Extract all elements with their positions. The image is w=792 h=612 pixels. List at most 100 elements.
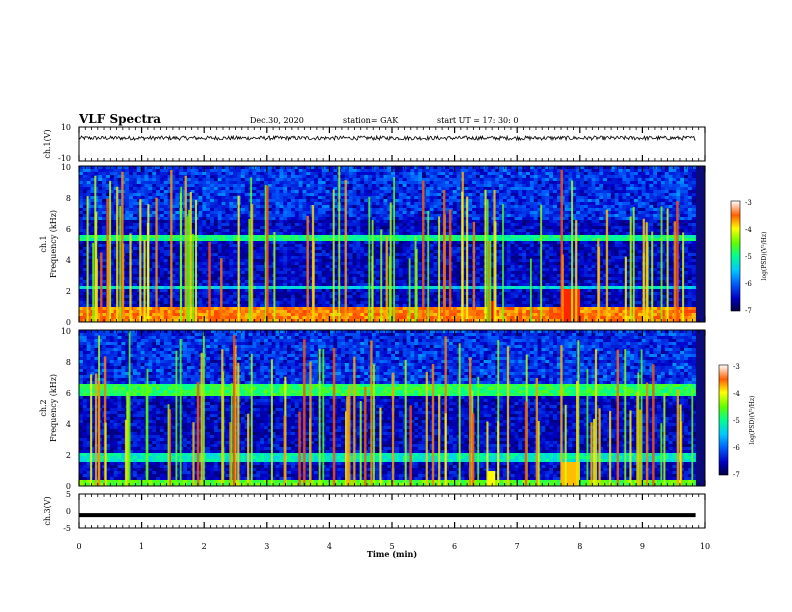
spectrogram-cell — [279, 205, 284, 209]
spectrogram-cell — [618, 247, 623, 251]
spectrogram-cell — [429, 226, 434, 230]
spectrogram-cell — [475, 181, 481, 185]
spectrogram-cell — [406, 232, 411, 236]
spectrogram-cell — [159, 193, 165, 197]
spectrogram-cell — [564, 187, 569, 191]
spectrogram-cell — [441, 175, 446, 179]
spectrogram-cell — [352, 199, 357, 203]
spectrogram-cell — [210, 169, 215, 173]
spectrogram-cell — [144, 217, 149, 221]
spectrogram-cell — [452, 181, 457, 185]
spectrogram-cell — [333, 223, 338, 227]
spectrogram-cell — [429, 190, 434, 194]
spectrogram-cell — [583, 184, 588, 188]
spectrogram-cell — [583, 220, 588, 224]
spectrogram-cell — [360, 220, 365, 224]
spectrogram-cell — [344, 202, 350, 206]
spectrogram-cell — [599, 229, 604, 233]
spectrogram-cell — [518, 235, 523, 239]
spectrogram-cell — [213, 211, 219, 215]
spectrogram-cell — [348, 235, 353, 239]
spectrogram-cell — [429, 223, 434, 227]
spectrogram-cell — [406, 187, 411, 191]
spectrogram-cell — [90, 181, 95, 185]
spectrogram-cell — [603, 214, 608, 218]
spectrogram-cell — [506, 244, 511, 248]
spectrogram-cell — [637, 175, 642, 179]
spectrogram-cell — [352, 244, 357, 248]
spectrogram-cell — [105, 187, 111, 191]
spectrogram-cell — [599, 256, 604, 260]
spectrogram-cell — [225, 187, 230, 191]
spectrogram-cell — [202, 178, 207, 182]
spectrogram-cell — [518, 193, 523, 197]
spectrogram-cell — [105, 172, 111, 176]
spectrogram-cell — [580, 226, 585, 230]
spectrogram-cell — [626, 205, 631, 209]
spectrogram-cell — [256, 190, 261, 194]
spectrogram-cell — [580, 196, 585, 200]
spectrogram-cell — [610, 193, 615, 197]
spectrogram-cell — [206, 187, 211, 191]
spectrogram-cell — [344, 241, 350, 245]
spectrogram-cell — [606, 184, 612, 188]
spectrogram-cell — [348, 250, 353, 254]
spectrogram-cell — [175, 175, 180, 179]
spectrogram-cell — [684, 247, 689, 251]
spectrogram-cell — [163, 259, 168, 263]
spectrogram-cell — [333, 247, 338, 251]
spectrogram-cell — [136, 244, 141, 248]
spectrogram-cell — [510, 169, 515, 173]
spectrogram-cell — [618, 232, 623, 236]
spectrogram-cell — [341, 166, 346, 170]
spectrogram-cell — [240, 211, 246, 215]
spectrogram-cell — [395, 253, 400, 257]
spectrogram-cell — [86, 226, 91, 230]
spectrogram-cell — [641, 190, 646, 194]
spectrogram-cell — [526, 217, 531, 221]
spectrogram-cell — [518, 196, 523, 200]
spectrogram-cell — [445, 181, 450, 185]
spectrogram-cell — [364, 181, 369, 185]
spectrogram-cell — [653, 220, 658, 224]
spectrogram-cell — [217, 241, 222, 245]
spectrogram-cell — [371, 220, 377, 224]
spectrogram-cell — [622, 190, 627, 194]
spectrogram-cell — [287, 202, 292, 206]
spectrogram-cell — [472, 202, 477, 206]
spectrogram-cell — [94, 175, 99, 179]
spectrogram-cell — [429, 244, 434, 248]
spectrogram-cell — [452, 202, 457, 206]
spectrogram-cell — [657, 256, 662, 260]
spectrogram-cell — [202, 253, 207, 257]
spectrogram-cell — [348, 190, 353, 194]
spectrogram-cell — [233, 193, 238, 197]
spectrogram-cell — [140, 259, 145, 263]
spectrogram-cell — [333, 211, 338, 215]
spectrogram-cell — [279, 193, 284, 197]
spectrogram-cell — [506, 202, 511, 206]
spectrogram-cell — [599, 238, 604, 242]
spectrogram-cell — [225, 253, 230, 257]
spectrogram-cell — [421, 166, 427, 170]
spectrogram-cell — [360, 241, 365, 245]
spectrogram-cell — [657, 169, 662, 173]
spectrogram-cell — [526, 208, 531, 212]
spectrogram-cell — [660, 199, 666, 203]
spectrogram-cell — [630, 238, 635, 242]
spectrogram-cell — [580, 232, 585, 236]
spectrogram-cell — [660, 241, 666, 245]
spectrogram-cell — [132, 250, 138, 254]
spectrogram-cell — [321, 232, 326, 236]
spectrogram-cell — [198, 232, 203, 236]
spectrogram-cell — [136, 250, 141, 254]
spectrogram-cell — [283, 196, 288, 200]
spectrogram-cell — [90, 175, 95, 179]
spectrogram-cell — [275, 253, 280, 257]
spectrogram-cell — [553, 172, 558, 176]
spectrogram-cell — [583, 169, 588, 173]
spectrogram-cell — [518, 247, 523, 251]
spectrogram-cell — [622, 187, 627, 191]
spectrogram-cell — [606, 211, 612, 215]
spectrogram-cell — [614, 172, 619, 176]
